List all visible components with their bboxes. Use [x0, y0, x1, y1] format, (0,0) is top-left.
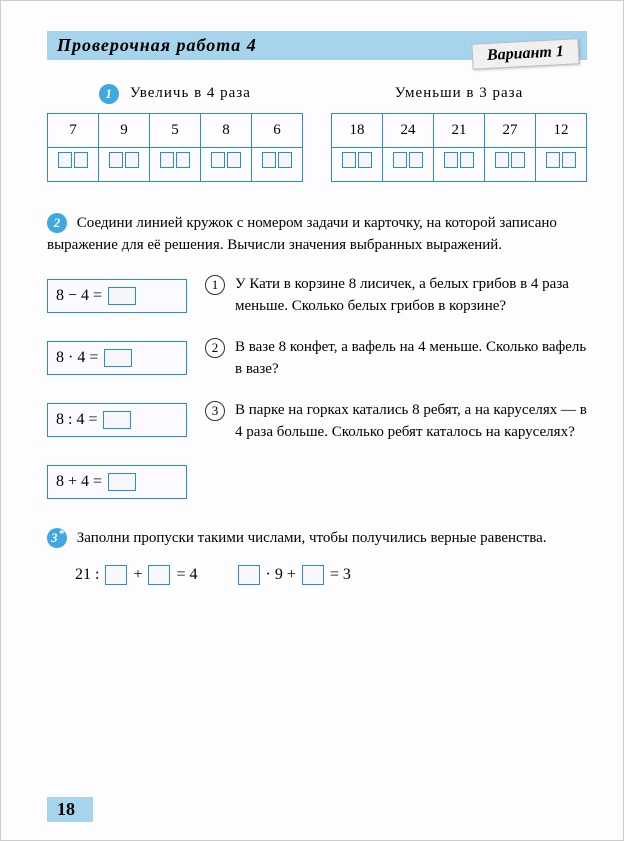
answer-blank[interactable]: [58, 152, 88, 168]
expression-card[interactable]: 8 + 4 =: [47, 465, 187, 499]
fill-blank[interactable]: [302, 565, 324, 585]
task-2: 2 Соедини линией кружок с номером задачи…: [47, 212, 587, 499]
eq-text: = 3: [330, 563, 351, 587]
answer-blank[interactable]: [109, 152, 139, 168]
task2-prompt: Соедини линией кружок с номером задачи и…: [47, 215, 557, 254]
task1-right-table: 18 24 21 27 12: [331, 113, 587, 182]
expr-text: 8 · 4 =: [56, 346, 98, 370]
t1l-cell: 9: [99, 113, 150, 147]
fill-blank[interactable]: [148, 565, 170, 585]
expr-text: 8 : 4 =: [56, 408, 97, 432]
expression-card[interactable]: 8 − 4 =: [47, 279, 187, 313]
task1-left-table: 7 9 5 8 6: [47, 113, 303, 182]
problem-text: В вазе 8 конфет, а вафель на 4 меньше. С…: [235, 336, 587, 381]
eq-text: 21 :: [75, 563, 99, 587]
t1r-cell: 18: [332, 113, 383, 147]
expr-text: 8 − 4 =: [56, 284, 102, 308]
problem-item[interactable]: 2 В вазе 8 конфет, а вафель на 4 меньше.…: [205, 336, 587, 381]
answer-box[interactable]: [103, 411, 131, 429]
answer-blank[interactable]: [160, 152, 190, 168]
problem-text: В парке на горках катались 8 ребят, а на…: [235, 399, 587, 444]
problem-number: 2: [205, 338, 225, 358]
t1r-cell: 21: [434, 113, 485, 147]
answer-blank[interactable]: [393, 152, 423, 168]
t1r-cell: 24: [383, 113, 434, 147]
t1l-cell: 7: [48, 113, 99, 147]
expression-card[interactable]: 8 : 4 =: [47, 403, 187, 437]
answer-blank[interactable]: [546, 152, 576, 168]
task1-left-label: Увеличь в 4 раза: [130, 85, 251, 101]
t1l-cell: 6: [252, 113, 303, 147]
answer-blank[interactable]: [262, 152, 292, 168]
page-number: 18: [47, 797, 93, 822]
problem-item[interactable]: 1 У Кати в корзине 8 лисичек, а белых гр…: [205, 273, 587, 318]
task-1: 1 Увеличь в 4 раза 7 9 5 8 6: [47, 82, 587, 182]
task-number-2: 2: [47, 213, 67, 233]
expr-text: 8 + 4 =: [56, 470, 102, 494]
t1l-cell: 5: [150, 113, 201, 147]
task-number-1: 1: [99, 84, 119, 104]
task-3: 3 Заполни пропуски такими числами, чтобы…: [47, 527, 587, 588]
problem-number: 1: [205, 275, 225, 295]
answer-box[interactable]: [108, 473, 136, 491]
fill-blank[interactable]: [238, 565, 260, 585]
answer-blank[interactable]: [444, 152, 474, 168]
eq-text: · 9 +: [266, 563, 296, 587]
expression-card[interactable]: 8 · 4 =: [47, 341, 187, 375]
answer-blank[interactable]: [342, 152, 372, 168]
problem-item[interactable]: 3 В парке на горках катались 8 ребят, а …: [205, 399, 587, 444]
answer-blank[interactable]: [211, 152, 241, 168]
answer-box[interactable]: [108, 287, 136, 305]
t1r-cell: 27: [485, 113, 536, 147]
problem-text: У Кати в корзине 8 лисичек, а белых гриб…: [235, 273, 587, 318]
t1r-cell: 12: [536, 113, 587, 147]
t1l-cell: 8: [201, 113, 252, 147]
problem-number: 3: [205, 401, 225, 421]
task-number-3: 3: [47, 528, 67, 548]
variant-badge: Вариант 1: [471, 38, 579, 70]
answer-box[interactable]: [104, 349, 132, 367]
eq-text: +: [133, 563, 142, 587]
task1-right-label: Уменьши в 3 раза: [331, 82, 587, 105]
equation-2: · 9 + = 3: [238, 563, 351, 587]
task3-prompt: Заполни пропуски такими числами, чтобы п…: [77, 530, 547, 546]
eq-text: = 4: [176, 563, 197, 587]
equation-1: 21 : + = 4: [75, 563, 198, 587]
answer-blank[interactable]: [495, 152, 525, 168]
fill-blank[interactable]: [105, 565, 127, 585]
